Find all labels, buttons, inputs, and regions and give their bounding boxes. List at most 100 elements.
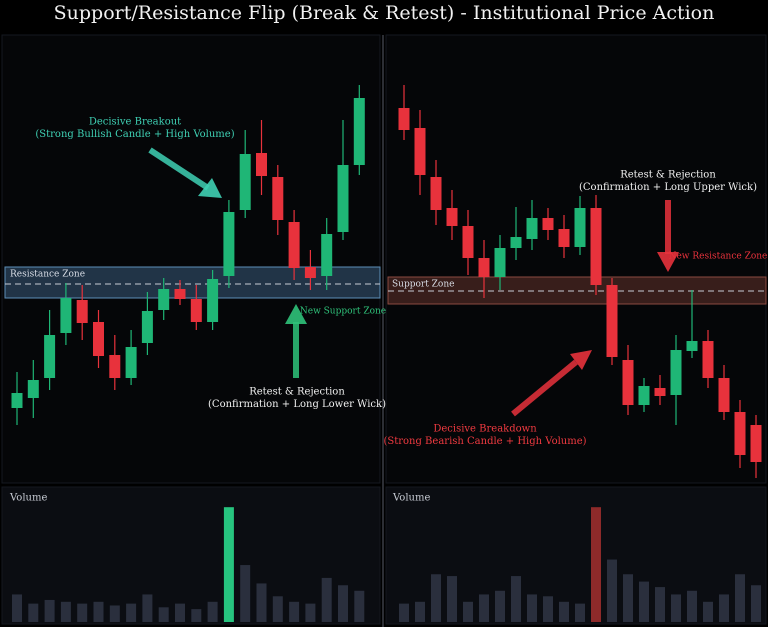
volume-bar: [447, 576, 457, 622]
candle-body: [574, 208, 586, 247]
candle-body: [542, 218, 554, 230]
annotation: (Confirmation + Long Lower Wick): [208, 399, 386, 410]
arrow: [285, 304, 307, 378]
candle-body: [223, 212, 235, 276]
zone-new-label: New Resistance Zone: [669, 252, 768, 262]
annotation: Retest & Rejection: [620, 170, 716, 181]
volume-bar: [543, 596, 553, 622]
volume-bar: [511, 576, 521, 622]
candle-body: [590, 208, 602, 285]
candle-body: [638, 386, 650, 405]
candle-body: [622, 360, 634, 405]
zone-label: Support Zone: [392, 280, 454, 290]
volume-bar: [607, 559, 617, 622]
price-panel: [1, 34, 381, 484]
volume-bar: [93, 601, 104, 622]
volume-bar: [272, 596, 283, 622]
candle-body: [606, 285, 618, 357]
candle-body: [321, 234, 333, 276]
candle-body: [494, 248, 506, 277]
volume-bar: [175, 603, 185, 622]
annotation: Retest & Rejection: [249, 387, 345, 398]
candle-body: [670, 350, 682, 395]
volume-bar: [575, 603, 585, 622]
volume-bar: [240, 565, 251, 622]
volume-bar: [719, 594, 729, 622]
candle-body: [430, 177, 442, 210]
candle-body: [686, 341, 698, 351]
volume-bar: [623, 574, 633, 622]
candle-body: [654, 388, 666, 396]
annotation: (Strong Bullish Candle + High Volume): [35, 129, 234, 140]
candle-body: [414, 128, 426, 175]
volume-bar: [671, 594, 681, 622]
candle-body: [11, 393, 23, 408]
candle-body: [353, 98, 365, 165]
volume-bar: [305, 603, 316, 622]
volume-bar: [60, 601, 71, 622]
arrow: [657, 200, 679, 272]
zone-label: Resistance Zone: [10, 270, 85, 280]
volume-label: Volume: [392, 493, 430, 504]
candle-body: [734, 412, 746, 455]
volume-bar: [142, 594, 153, 622]
annotation: Decisive Breakdown: [433, 424, 537, 435]
candle-body: [158, 289, 170, 310]
volume-bar: [126, 603, 137, 622]
arrow: [511, 350, 592, 417]
volume-bar: [191, 609, 202, 622]
candle-body: [510, 237, 522, 248]
candle-body: [526, 218, 538, 239]
volume-bar: [207, 601, 218, 622]
candle-body: [398, 108, 410, 130]
volume-bar: [44, 599, 55, 622]
candle-body: [288, 222, 300, 268]
candle-body: [44, 335, 56, 378]
candle-body: [125, 347, 137, 378]
volume-bar: [463, 601, 473, 622]
volume-bar: [735, 574, 745, 622]
zone-new-label: New Support Zone: [300, 307, 386, 317]
volume-bar: [158, 607, 169, 622]
candle-body: [27, 380, 39, 398]
candle-body: [446, 208, 458, 226]
volume-bar: [28, 603, 39, 622]
volume-bar: [399, 603, 409, 622]
volume-bar: [256, 583, 267, 622]
candle-body: [718, 378, 730, 412]
volume-bar: [591, 507, 601, 622]
candle-body: [702, 341, 714, 378]
volume-bar: [77, 603, 88, 622]
annotation: (Confirmation + Long Upper Wick): [579, 182, 757, 193]
arrow: [148, 147, 222, 198]
candle-body: [60, 298, 72, 333]
annotation: Decisive Breakout: [89, 117, 181, 128]
candle-body: [76, 300, 88, 323]
zone: [4, 266, 381, 299]
volume-bar: [655, 587, 665, 622]
annotation: (Strong Bearish Candle + High Volume): [383, 436, 586, 447]
volume-bar: [431, 574, 441, 622]
price-panel: [385, 34, 767, 484]
volume-bar: [338, 585, 348, 622]
candle-body: [558, 229, 570, 247]
volume-bar: [321, 577, 332, 622]
volume-bar: [527, 594, 537, 622]
volume-bar: [479, 594, 489, 622]
volume-bar: [751, 585, 761, 622]
volume-panel: [1, 486, 381, 625]
candle-body: [478, 258, 490, 277]
candle-body: [272, 177, 284, 220]
candle-body: [190, 299, 202, 322]
candle-body: [239, 154, 251, 210]
candle-body: [256, 153, 267, 176]
candle-body: [337, 165, 349, 232]
volume-bar: [354, 590, 365, 622]
chart-title: Support/Resistance Flip (Break & Retest)…: [54, 2, 715, 24]
volume-bar: [415, 601, 425, 622]
candle-body: [141, 311, 153, 343]
candle-body: [750, 425, 762, 462]
volume-bar: [12, 594, 22, 622]
volume-bar: [109, 605, 120, 622]
